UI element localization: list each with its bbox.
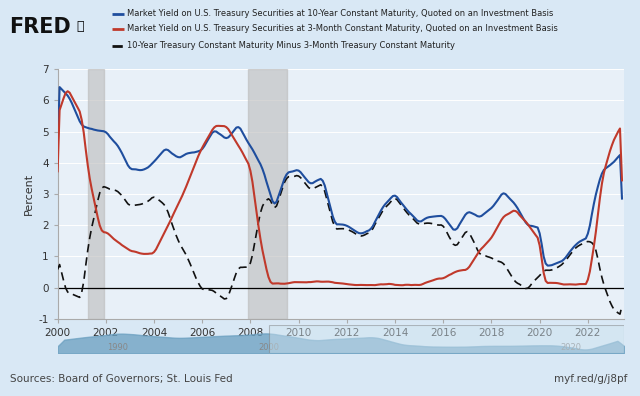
Text: Market Yield on U.S. Treasury Securities at 10-Year Constant Maturity, Quoted on: Market Yield on U.S. Treasury Securities… — [127, 9, 553, 18]
Bar — [248, 69, 287, 319]
Bar — [269, 325, 624, 353]
Text: 1990: 1990 — [108, 343, 129, 352]
Bar — [88, 69, 104, 319]
Text: FRED: FRED — [9, 17, 70, 36]
Text: Sources: Board of Governors; St. Louis Fed: Sources: Board of Governors; St. Louis F… — [10, 374, 232, 384]
Text: 10-Year Treasury Constant Maturity Minus 3-Month Treasury Constant Maturity: 10-Year Treasury Constant Maturity Minus… — [127, 41, 454, 50]
Text: 2020: 2020 — [561, 343, 582, 352]
Text: 2000: 2000 — [259, 343, 280, 352]
Text: 📈: 📈 — [76, 20, 84, 33]
Y-axis label: Percent: Percent — [24, 173, 34, 215]
Text: myf.red/g/j8pf: myf.red/g/j8pf — [554, 374, 627, 384]
Text: Market Yield on U.S. Treasury Securities at 3-Month Constant Maturity, Quoted on: Market Yield on U.S. Treasury Securities… — [127, 24, 557, 33]
